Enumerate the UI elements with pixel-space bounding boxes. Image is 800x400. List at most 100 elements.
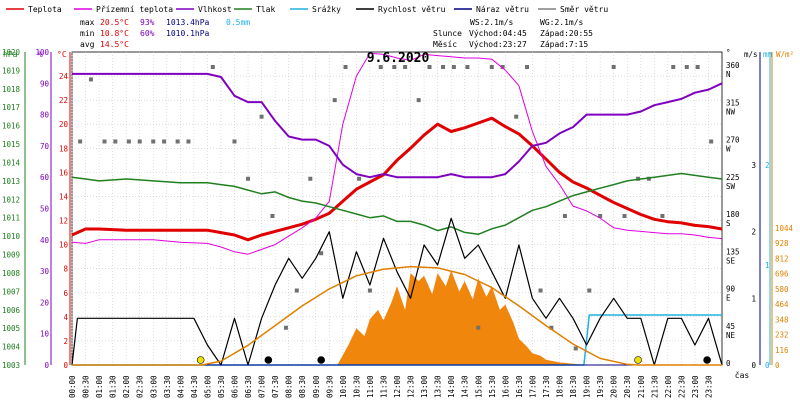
hpa-tick-label: 1018: [2, 85, 21, 94]
x-tick-label: 20:30: [623, 375, 632, 398]
x-tick-label: 10:00: [339, 375, 348, 398]
celsius-tick-label: 14: [59, 192, 69, 201]
direction-mark: [709, 139, 714, 144]
direction-mark: [611, 65, 616, 69]
direction-mark: [246, 176, 251, 181]
x-tick-label: 06:30: [244, 375, 253, 398]
ms-tick-label: 1: [751, 294, 756, 303]
event-marker-sunrise: [196, 356, 205, 364]
series-line-pres: [71, 172, 723, 236]
wm2-tick-label: 580: [775, 285, 789, 294]
legend-label-0: Teplota: [28, 5, 62, 14]
celsius-axis-unit: °C: [57, 50, 67, 59]
percent-axis-unit: %: [38, 50, 43, 59]
direction-mark: [695, 65, 700, 69]
direction-tick-deg: 180: [726, 210, 740, 219]
wm2-tick-label: 232: [775, 331, 789, 340]
percent-tick-label: 20: [40, 298, 50, 307]
stat-temp-avg: 14.5°C: [100, 40, 129, 49]
hpa-tick-label: 1016: [2, 122, 21, 131]
stat-wind-speed: WS:2.1m/s: [470, 18, 514, 27]
event-marker-moon: [317, 356, 325, 364]
hpa-tick-label: 1008: [2, 269, 21, 278]
x-tick-label: 05:00: [203, 375, 212, 398]
direction-mark: [489, 65, 494, 69]
mm-axis-unit: mm: [763, 50, 773, 59]
percent-tick-label: 10: [40, 330, 50, 339]
hpa-tick-label: 1014: [2, 158, 21, 167]
stat-hum-max: 93%: [140, 18, 155, 27]
direction-tick-dir: W: [726, 145, 731, 154]
direction-mark: [175, 139, 180, 144]
percent-tick-label: 80: [40, 111, 50, 120]
x-tick-label: 23:00: [691, 375, 700, 398]
x-tick-label: 13:30: [434, 375, 443, 398]
direction-tick-deg: 315: [726, 98, 740, 107]
x-tick-label: 03:30: [163, 375, 172, 398]
x-tick-label: 19:00: [583, 375, 592, 398]
direction-mark: [162, 139, 167, 144]
hpa-tick-label: 1010: [2, 232, 21, 241]
direction-mark: [137, 139, 142, 144]
direction-mark: [88, 77, 93, 82]
x-tick-label: 03:00: [149, 375, 158, 398]
x-tick-label: 02:30: [136, 375, 145, 398]
hpa-tick-label: 1020: [2, 48, 21, 57]
direction-mark: [500, 65, 505, 69]
x-tick-label: 22:30: [677, 375, 686, 398]
x-tick-label: 09:00: [312, 375, 321, 398]
series-line-wind: [71, 217, 723, 366]
stats-panel: max 20.5°C 93% 1013.4hPa 0.5mm min 10.8°C 60% 10…: [80, 18, 593, 49]
celsius-tick-label: 8: [63, 265, 68, 274]
stat-label-avg: avg: [80, 40, 95, 49]
x-tick-label: 17:00: [528, 375, 537, 398]
hpa-tick-label: 1019: [2, 66, 20, 75]
wm2-tick-label: 0: [775, 361, 780, 370]
wm2-axis-unit: W/m²: [776, 50, 794, 59]
stat-temp-min: 10.8°C: [100, 29, 129, 38]
stat-moon-label: Měsíc: [433, 40, 457, 49]
x-tick-label: 22:00: [664, 375, 673, 398]
x-tick-label: 23:30: [704, 375, 713, 398]
direction-mark: [319, 251, 324, 256]
x-tick-label: 15:30: [488, 375, 497, 398]
percent-tick-label: 50: [40, 205, 50, 214]
stat-sun-rise: Východ:04:45: [469, 29, 527, 38]
ms-tick-label: 0: [751, 361, 756, 370]
direction-mark: [343, 65, 348, 69]
direction-mark: [186, 139, 191, 144]
hpa-tick-label: 1005: [2, 324, 20, 333]
direction-mark: [126, 139, 131, 144]
solar-fill-area: [337, 270, 587, 365]
x-tick-label: 15:00: [474, 375, 483, 398]
stat-rain-max: 0.5mm: [226, 18, 250, 27]
x-tick-label: 04:30: [190, 375, 199, 398]
hpa-tick-label: 1007: [2, 287, 20, 296]
x-tick-label: 00:30: [82, 375, 91, 398]
x-tick-label: 18:00: [556, 375, 565, 398]
series-line-ground: [71, 52, 723, 255]
direction-mark: [660, 214, 665, 218]
series-line-hum: [72, 72, 723, 179]
celsius-tick-label: 20: [59, 120, 69, 129]
x-tick-label: 10:30: [352, 375, 361, 398]
x-tick-label: 21:30: [650, 375, 659, 398]
direction-tick-deg: 135: [726, 247, 740, 256]
direction-mark: [283, 325, 288, 330]
direction-mark: [427, 65, 432, 69]
stat-sun-label: Slunce: [433, 29, 462, 38]
hpa-tick-label: 1017: [2, 103, 20, 112]
percent-tick-label: 40: [40, 236, 50, 245]
legend-label-5: Rychlost větru: [378, 5, 446, 14]
legend-label-6: Náraz větru: [476, 5, 529, 14]
direction-mark: [416, 98, 421, 103]
stat-pres-min: 1010.1hPa: [166, 29, 210, 38]
celsius-tick-label: 12: [59, 217, 68, 226]
x-tick-label: 08:30: [298, 375, 307, 398]
hpa-tick-label: 1012: [2, 195, 20, 204]
percent-tick-label: 60: [40, 173, 50, 182]
x-tick-label: 01:00: [95, 375, 104, 398]
direction-tick-deg: 225: [726, 173, 740, 182]
direction-mark: [308, 176, 313, 181]
